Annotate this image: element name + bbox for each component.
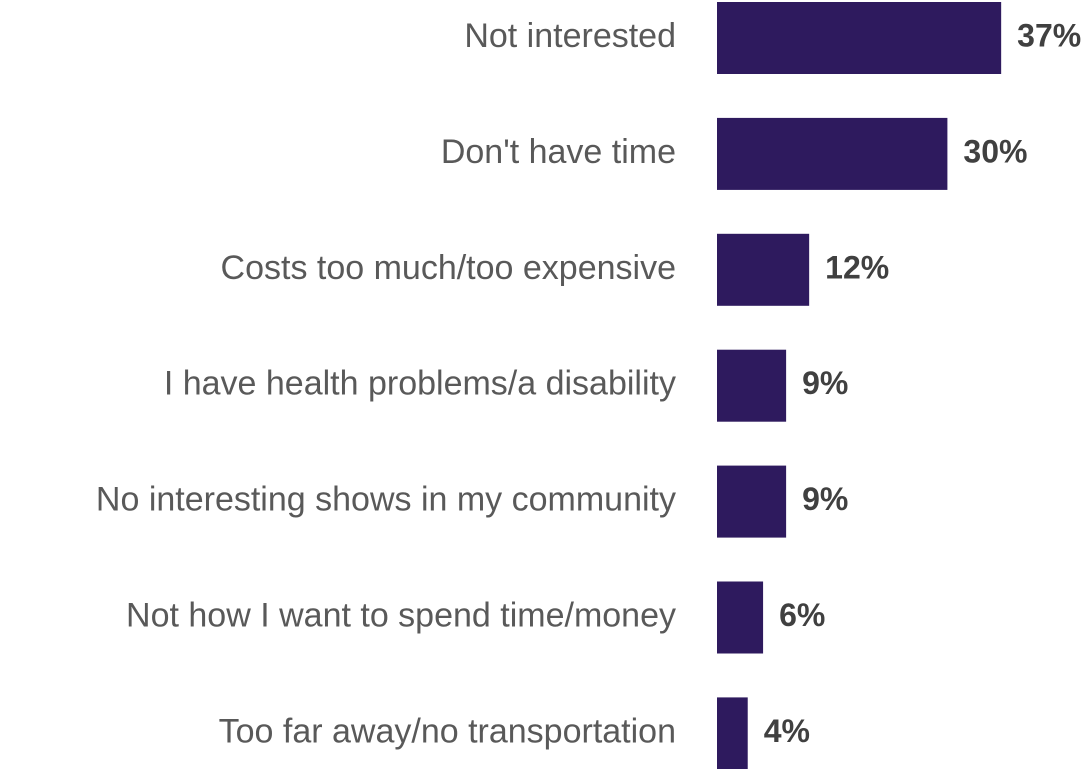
value-label: 6% (779, 597, 825, 633)
category-label: I have health problems/a disability (164, 365, 676, 403)
bar (717, 2, 1002, 74)
category-label: No interesting shows in my community (96, 481, 676, 519)
category-label: Too far away/no transportation (219, 712, 676, 750)
bar (717, 465, 787, 538)
category-label: Not how I want to spend time/money (126, 596, 676, 634)
bar (717, 117, 948, 190)
value-label: 9% (802, 365, 848, 401)
value-label: 9% (802, 481, 848, 517)
bar (717, 581, 764, 654)
bar (717, 233, 810, 306)
category-label: Don't have time (441, 133, 676, 171)
value-label: 30% (963, 133, 1027, 169)
bar (717, 349, 787, 422)
value-label: 37% (1017, 17, 1081, 53)
category-label: Not interested (464, 17, 676, 55)
value-label: 12% (825, 249, 889, 285)
category-label: Costs too much/too expensive (221, 249, 676, 287)
value-label: 4% (764, 713, 810, 749)
bar (717, 697, 748, 769)
